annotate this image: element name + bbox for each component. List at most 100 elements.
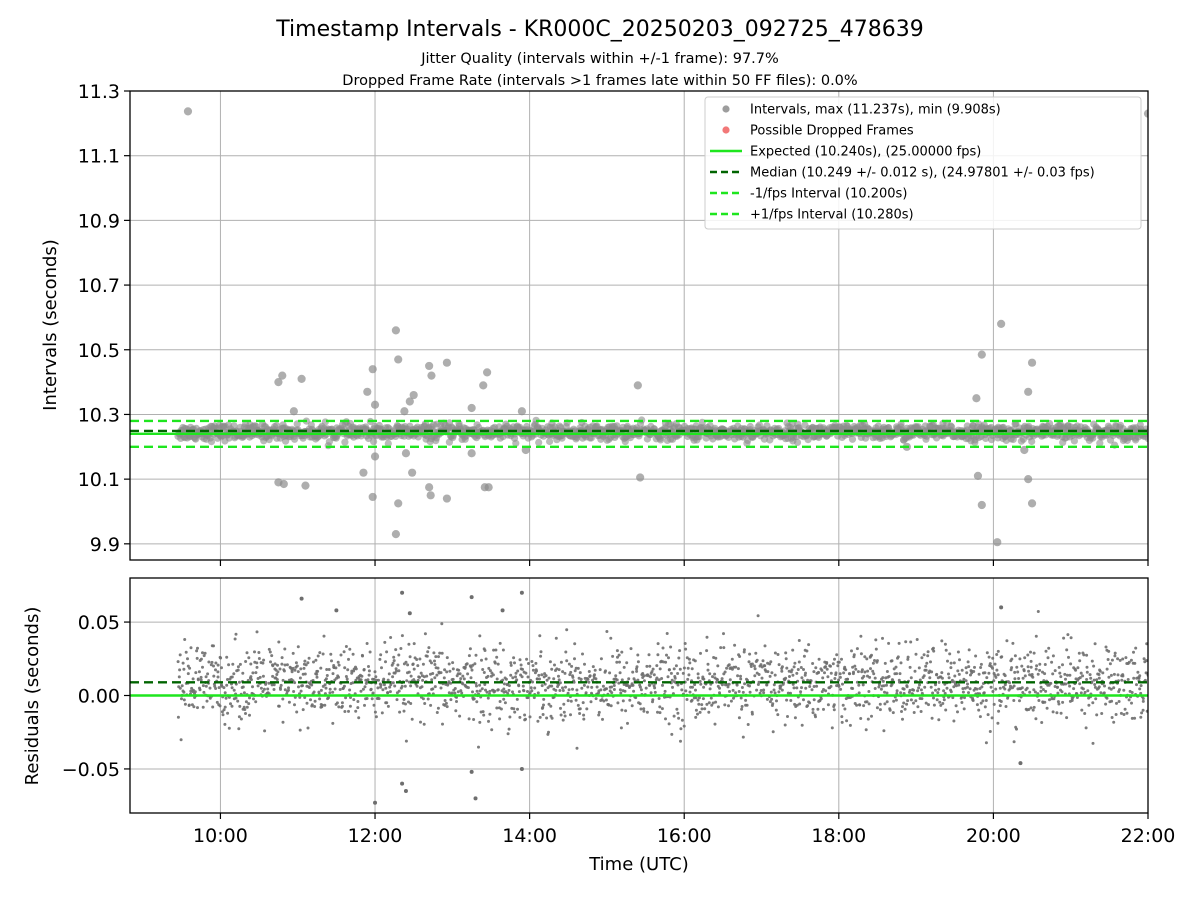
data-point bbox=[321, 652, 325, 656]
data-point bbox=[962, 677, 966, 681]
data-point bbox=[1129, 658, 1133, 662]
data-point bbox=[363, 685, 367, 689]
data-point bbox=[399, 647, 403, 650]
data-point bbox=[385, 701, 389, 705]
data-point bbox=[553, 663, 556, 667]
data-point bbox=[633, 381, 642, 390]
data-point bbox=[409, 390, 418, 400]
data-point bbox=[348, 647, 352, 651]
data-point bbox=[394, 355, 403, 364]
data-point bbox=[676, 683, 680, 687]
data-point bbox=[268, 650, 272, 654]
data-point bbox=[653, 690, 657, 694]
data-point bbox=[519, 766, 524, 771]
data-point bbox=[1116, 657, 1120, 661]
data-point bbox=[219, 656, 223, 660]
data-point bbox=[879, 687, 883, 691]
data-point bbox=[952, 680, 956, 684]
data-point bbox=[988, 730, 992, 733]
data-point bbox=[848, 723, 852, 727]
data-point bbox=[729, 699, 733, 703]
data-point bbox=[799, 666, 803, 669]
data-point bbox=[282, 669, 286, 673]
data-point bbox=[461, 674, 465, 678]
data-point bbox=[549, 704, 553, 708]
data-point bbox=[278, 371, 287, 380]
data-point bbox=[223, 722, 227, 726]
y-tick-label: 10.1 bbox=[78, 469, 120, 491]
legend-box bbox=[704, 96, 1142, 230]
data-point bbox=[890, 682, 894, 686]
data-point bbox=[279, 683, 283, 687]
data-point bbox=[906, 699, 910, 703]
data-point bbox=[812, 698, 816, 702]
data-point bbox=[261, 661, 265, 665]
data-point bbox=[528, 715, 532, 719]
data-point bbox=[439, 686, 443, 690]
data-point bbox=[966, 685, 969, 689]
data-point bbox=[874, 638, 878, 642]
data-point bbox=[1095, 678, 1099, 682]
data-point bbox=[1044, 649, 1048, 653]
data-point bbox=[1141, 708, 1145, 712]
data-point bbox=[714, 656, 718, 660]
data-point bbox=[1119, 711, 1123, 715]
data-point bbox=[410, 717, 414, 721]
data-point bbox=[314, 658, 318, 662]
data-point bbox=[499, 670, 503, 674]
data-point bbox=[621, 699, 625, 703]
data-point bbox=[949, 661, 953, 665]
data-point bbox=[526, 675, 530, 679]
data-point bbox=[368, 492, 377, 502]
data-point bbox=[903, 707, 907, 711]
data-point bbox=[318, 697, 322, 701]
data-point bbox=[1041, 688, 1045, 691]
data-point bbox=[922, 653, 926, 657]
data-point bbox=[883, 690, 886, 694]
data-point bbox=[561, 718, 565, 722]
data-point bbox=[708, 672, 712, 676]
data-point bbox=[896, 655, 900, 659]
data-point bbox=[227, 726, 231, 730]
data-point bbox=[575, 746, 579, 750]
data-point bbox=[580, 686, 584, 690]
data-point bbox=[1053, 669, 1057, 673]
data-point bbox=[271, 674, 275, 678]
data-point bbox=[385, 650, 389, 654]
data-point bbox=[397, 689, 401, 693]
data-point bbox=[1067, 655, 1070, 659]
data-point bbox=[1010, 657, 1014, 661]
data-point bbox=[496, 662, 500, 666]
data-point bbox=[566, 699, 570, 703]
data-point bbox=[707, 710, 711, 714]
data-point bbox=[685, 698, 689, 701]
data-point bbox=[800, 676, 804, 680]
data-point bbox=[714, 700, 718, 704]
data-point bbox=[998, 704, 1002, 708]
y-tick-label: 11.1 bbox=[78, 146, 120, 168]
data-point bbox=[696, 676, 700, 680]
data-point bbox=[737, 690, 741, 693]
data-point bbox=[421, 697, 425, 701]
data-point bbox=[494, 648, 498, 652]
data-point bbox=[971, 699, 975, 702]
data-point bbox=[857, 691, 861, 695]
data-point bbox=[292, 690, 296, 693]
data-point bbox=[644, 686, 648, 690]
data-point bbox=[762, 691, 766, 695]
data-point bbox=[445, 670, 449, 674]
data-point bbox=[187, 704, 191, 707]
data-point bbox=[917, 666, 921, 670]
data-point bbox=[544, 674, 548, 678]
data-point bbox=[354, 709, 358, 713]
data-point bbox=[775, 699, 778, 703]
data-point bbox=[1003, 683, 1007, 687]
data-point bbox=[991, 666, 994, 670]
data-point bbox=[829, 671, 833, 675]
data-point bbox=[1034, 667, 1038, 671]
data-point bbox=[1065, 673, 1069, 677]
data-point bbox=[1057, 665, 1061, 669]
legend-marker bbox=[722, 126, 730, 134]
data-point bbox=[620, 650, 624, 654]
data-point bbox=[345, 677, 349, 681]
